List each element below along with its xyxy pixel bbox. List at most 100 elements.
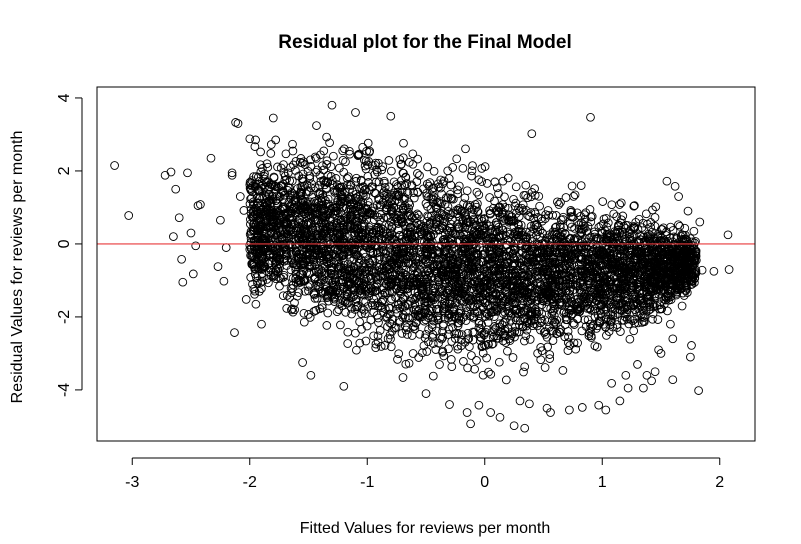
- data-point: [462, 186, 472, 196]
- data-point: [246, 194, 255, 204]
- data-point: [439, 351, 449, 361]
- data-point: [517, 203, 527, 213]
- data-point: [488, 294, 498, 304]
- data-point: [521, 180, 531, 190]
- data-point: [286, 211, 295, 221]
- data-point: [528, 246, 537, 256]
- data-point: [429, 286, 438, 296]
- data-point: [343, 339, 353, 348]
- data-point: [460, 212, 470, 221]
- data-point: [485, 208, 495, 218]
- data-point: [463, 328, 473, 338]
- data-point: [447, 194, 457, 204]
- data-point: [459, 357, 468, 366]
- data-point: [271, 266, 280, 276]
- data-point: [322, 321, 332, 330]
- data-point: [618, 276, 628, 286]
- data-point: [566, 212, 576, 221]
- data-point: [500, 324, 510, 334]
- data-point: [452, 209, 462, 219]
- data-point: [583, 255, 593, 265]
- data-point: [347, 283, 356, 292]
- data-point: [470, 302, 480, 312]
- data-point: [246, 185, 256, 195]
- data-point: [363, 138, 373, 148]
- data-point: [378, 242, 388, 251]
- data-point: [432, 246, 442, 255]
- data-point: [489, 264, 498, 274]
- data-point: [453, 256, 463, 266]
- data-point: [354, 150, 364, 160]
- data-point: [494, 203, 504, 213]
- data-point: [275, 247, 284, 257]
- data-point: [619, 262, 629, 272]
- data-point: [355, 338, 365, 348]
- data-point: [484, 339, 493, 349]
- data-point: [500, 259, 510, 269]
- data-point: [330, 297, 339, 306]
- data-point: [334, 250, 344, 259]
- data-point: [399, 138, 408, 148]
- data-point: [600, 278, 610, 287]
- data-point: [625, 229, 635, 239]
- data-point: [539, 296, 548, 306]
- data-point: [336, 199, 345, 209]
- data-point: [536, 325, 545, 335]
- data-point: [309, 307, 319, 316]
- data-point: [373, 337, 383, 347]
- data-point: [348, 214, 358, 224]
- data-point: [645, 290, 655, 300]
- data-point: [269, 173, 279, 183]
- data-point: [272, 218, 282, 228]
- data-point: [377, 165, 387, 175]
- data-point: [385, 304, 395, 313]
- data-point: [556, 198, 565, 207]
- data-point: [415, 329, 425, 339]
- data-point: [463, 334, 473, 344]
- data-point: [477, 257, 486, 267]
- data-point: [307, 179, 317, 189]
- data-point: [380, 304, 390, 314]
- data-point: [590, 341, 600, 351]
- data-point: [266, 149, 276, 158]
- data-point: [583, 259, 593, 269]
- data-point: [366, 248, 376, 258]
- data-point: [629, 201, 639, 211]
- data-point: [537, 346, 547, 356]
- data-point: [372, 286, 381, 295]
- data-point: [640, 236, 649, 246]
- data-point: [586, 331, 596, 341]
- data-point: [690, 238, 699, 248]
- data-point: [586, 319, 595, 329]
- data-point: [422, 217, 432, 226]
- data-point: [639, 248, 649, 258]
- data-point: [357, 227, 366, 237]
- data-point: [331, 207, 341, 216]
- data-point: [599, 250, 609, 260]
- data-point: [492, 183, 502, 193]
- data-point: [401, 173, 411, 182]
- data-point: [549, 311, 559, 320]
- data-point: [487, 307, 497, 317]
- data-point: [687, 276, 696, 286]
- data-point: [369, 215, 379, 225]
- data-point: [452, 205, 461, 215]
- data-point: [648, 205, 657, 215]
- data-point: [476, 282, 485, 292]
- data-point: [463, 363, 472, 373]
- data-point: [374, 271, 384, 281]
- data-point: [682, 288, 692, 297]
- data-point: [337, 236, 347, 246]
- data-point: [496, 291, 505, 301]
- data-point: [266, 140, 276, 149]
- data-point: [577, 326, 587, 336]
- data-point: [353, 302, 362, 311]
- data-point: [310, 294, 320, 303]
- data-point: [338, 155, 348, 165]
- data-point: [525, 212, 534, 222]
- data-point: [354, 254, 364, 264]
- data-point: [536, 318, 545, 328]
- data-point: [545, 354, 555, 363]
- data-point: [495, 272, 505, 282]
- data-point: [689, 260, 699, 269]
